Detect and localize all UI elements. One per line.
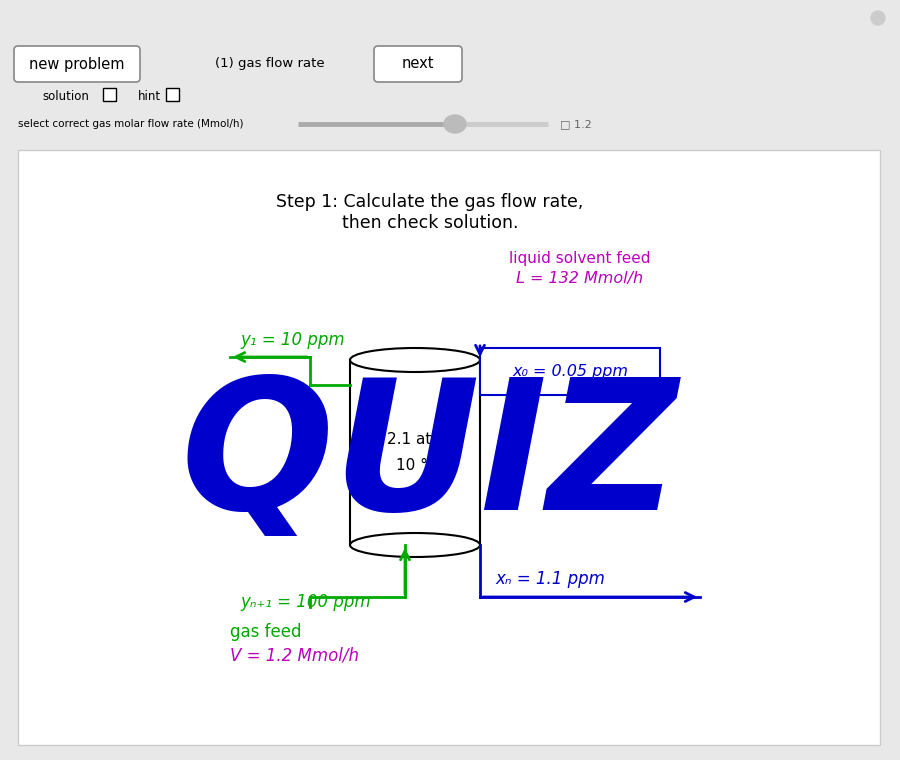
Bar [480, 348, 660, 395]
Bar [166, 88, 179, 101]
Bar [18, 150, 880, 745]
Text: QUIZ: QUIZ [181, 372, 680, 548]
Ellipse shape [444, 115, 466, 133]
Text: hint: hint [138, 90, 161, 103]
Text: x₀ = 0.05 ppm: x₀ = 0.05 ppm [512, 364, 628, 379]
Text: next: next [401, 56, 434, 71]
Text: Step 1: Calculate the gas flow rate,
then check solution.: Step 1: Calculate the gas flow rate, the… [276, 193, 584, 232]
Ellipse shape [350, 348, 480, 372]
FancyBboxPatch shape [14, 46, 140, 82]
Text: select correct gas molar flow rate (Mmol/h): select correct gas molar flow rate (Mmol… [18, 119, 244, 129]
Text: solution: solution [42, 90, 89, 103]
Text: new problem: new problem [29, 56, 125, 71]
Text: y₁ = 10 ppm: y₁ = 10 ppm [240, 331, 345, 349]
Text: liquid solvent feed: liquid solvent feed [509, 251, 651, 265]
Bar [350, 360, 480, 545]
Text: gas feed: gas feed [230, 623, 302, 641]
Text: 10 °C: 10 °C [396, 458, 438, 473]
Text: V = 1.2 Mmol/h: V = 1.2 Mmol/h [230, 646, 359, 664]
Circle shape [871, 11, 885, 25]
Text: yₙ₊₁ = 100 ppm: yₙ₊₁ = 100 ppm [240, 593, 371, 611]
Text: (1) gas flow rate: (1) gas flow rate [215, 58, 325, 71]
FancyBboxPatch shape [374, 46, 462, 82]
Bar [103, 88, 116, 101]
Text: □ 1.2: □ 1.2 [560, 119, 592, 129]
Text: L = 132 Mmol/h: L = 132 Mmol/h [517, 271, 643, 286]
Text: xₙ = 1.1 ppm: xₙ = 1.1 ppm [495, 570, 605, 588]
Text: 2.1 atm: 2.1 atm [387, 432, 446, 448]
Ellipse shape [350, 533, 480, 557]
Ellipse shape [350, 533, 480, 557]
